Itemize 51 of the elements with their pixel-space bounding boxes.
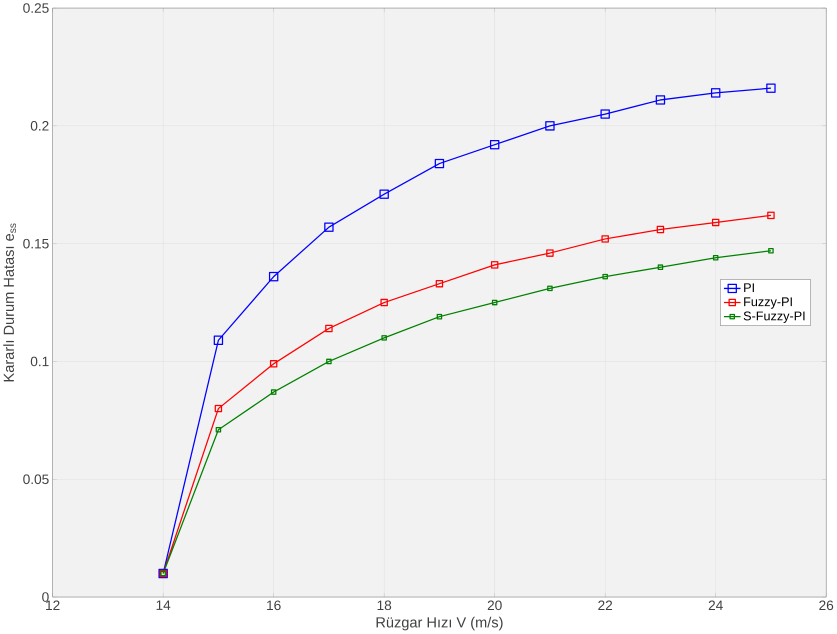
point <box>214 404 222 412</box>
point <box>436 314 442 320</box>
x-tick-label: 18 <box>378 600 392 610</box>
point <box>381 335 387 341</box>
point <box>712 255 718 261</box>
legend-label: S-Fuzzy-PI <box>744 312 804 324</box>
legend-label: PI <box>744 284 754 292</box>
point <box>600 110 610 119</box>
point <box>710 88 720 98</box>
point <box>547 286 553 292</box>
point <box>492 300 498 306</box>
legend-label: Fuzzy-PI <box>744 298 792 309</box>
x-tick-label: 26 <box>819 600 834 610</box>
point <box>490 261 498 269</box>
x-tick-label: 24 <box>708 600 723 610</box>
point <box>545 121 555 131</box>
point <box>270 360 278 368</box>
point <box>216 427 222 433</box>
y-axis-title: Kararlı Durum Hatası e$_{ss}$ <box>3 224 16 382</box>
y-tick-label: 0.05 <box>23 474 49 484</box>
y-tick-label: 0.2 <box>30 121 49 131</box>
point <box>270 389 276 396</box>
point <box>601 235 609 243</box>
point <box>379 190 389 200</box>
point <box>658 264 664 270</box>
x-tick-label: 16 <box>267 600 281 610</box>
point <box>767 212 775 220</box>
x-axis-title: Rüzgar Hızı V (m/s) <box>376 616 503 631</box>
x-tick-label: 12 <box>46 600 60 610</box>
point <box>324 222 334 232</box>
point <box>602 274 608 280</box>
point <box>268 272 278 282</box>
point <box>436 280 444 288</box>
point <box>325 324 333 332</box>
y-tick-label: 0.25 <box>23 3 49 14</box>
point <box>326 358 332 364</box>
x-tick-label: 22 <box>598 600 612 610</box>
point <box>380 298 388 306</box>
point <box>656 226 664 234</box>
point <box>490 140 500 150</box>
point <box>712 218 720 226</box>
y-tick-label: 0 <box>42 592 49 602</box>
point <box>766 84 776 94</box>
x-tick-label: 20 <box>488 600 502 610</box>
point <box>434 159 444 168</box>
y-tick-label: 0.1 <box>30 356 49 366</box>
point <box>656 95 666 105</box>
x-tick-label: 14 <box>156 600 170 610</box>
y-tick-label: 0.15 <box>23 238 49 249</box>
point <box>546 250 554 257</box>
point <box>214 336 224 346</box>
